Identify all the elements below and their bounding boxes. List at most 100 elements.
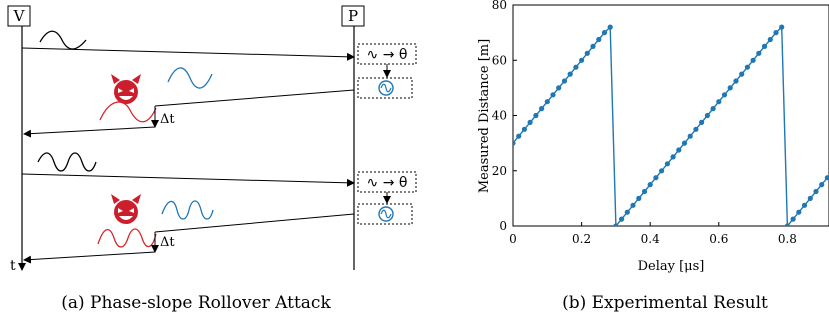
signal-generator-icon [378, 206, 394, 222]
x-tick-label: 0 [509, 232, 517, 246]
generator-box-1 [357, 77, 413, 99]
data-point [819, 182, 825, 188]
data-point [527, 119, 533, 125]
verifier-label: V [13, 7, 26, 25]
y-axis: 0 20 40 60 80 [492, 0, 517, 233]
x-tick-label: 0.8 [778, 232, 797, 246]
y-axis-label: Measured Distance [m] [477, 39, 492, 193]
data-point [590, 43, 596, 50]
forwarded-reply-arrow-2 [23, 251, 156, 264]
replay-wave-2 [161, 200, 214, 220]
data-point [539, 106, 545, 112]
distance-series [513, 24, 829, 226]
data-point [607, 24, 613, 30]
data-point [664, 161, 671, 167]
prover-label: P [348, 7, 358, 25]
data-point [796, 209, 802, 215]
y-tick-label: 0 [499, 219, 507, 233]
data-point [704, 112, 711, 119]
attack-diagram: V t P ∿ → θ Δt [7, 5, 417, 313]
prover-box [341, 5, 365, 27]
data-point [687, 133, 693, 139]
y-tick-label: 80 [492, 0, 507, 12]
attack-wave-2 [97, 228, 157, 248]
data-point [630, 202, 636, 208]
verifier-box [7, 5, 31, 27]
challenge-wave-2 [37, 152, 97, 172]
right-caption: (b) Experimental Result [562, 293, 768, 313]
x-tick-label: 0.6 [709, 232, 728, 246]
x-tick-label: 0.2 [572, 232, 591, 246]
data-point [756, 50, 762, 56]
generator-box-2 [357, 203, 413, 225]
time-axis-label: t [10, 258, 16, 274]
data-point [721, 92, 728, 98]
phase-measure-box-2 [357, 171, 417, 193]
phase-measure-label-2: ∿ → θ [367, 175, 408, 191]
delta-t-label-1: Δt [160, 112, 175, 127]
data-point [653, 175, 659, 181]
data-point [790, 216, 796, 222]
data-point [624, 209, 630, 215]
data-point [641, 188, 648, 195]
data-point [739, 71, 745, 77]
data-point [716, 99, 722, 105]
reply-arrow-2 [154, 213, 355, 233]
data-point [801, 202, 808, 208]
data-point [710, 106, 716, 112]
challenge-arrow-1 [21, 47, 355, 61]
attack-wave-1 [99, 101, 157, 123]
y-tick-label: 60 [492, 53, 507, 67]
data-point [613, 223, 619, 226]
replay-wave-1 [167, 67, 213, 89]
x-axis: 0 0.2 0.4 0.6 0.8 [509, 222, 797, 246]
reply-arrow-1 [154, 89, 355, 107]
x-tick-label: 0.4 [641, 232, 660, 246]
data-point [824, 175, 829, 181]
data-point [750, 57, 756, 63]
data-point [807, 195, 813, 201]
series-line [513, 25, 829, 226]
delta-t-label-2: Δt [160, 235, 175, 250]
data-point [659, 168, 665, 174]
data-point [773, 29, 779, 36]
data-point [813, 188, 819, 195]
phase-measure-box-1 [357, 43, 417, 65]
data-point [516, 133, 522, 139]
data-point [733, 78, 739, 84]
devil-icon [111, 74, 141, 104]
devil-icon [111, 194, 141, 224]
data-point [784, 223, 790, 226]
data-point [556, 85, 562, 91]
data-point [521, 126, 528, 132]
data-point [699, 119, 705, 125]
data-point [550, 92, 556, 98]
data-point [533, 112, 539, 119]
experimental-chart: 0 20 40 60 80 0 0.2 0.4 0.6 0.8 Measured Distanc… [477, 0, 829, 313]
signal-generator-icon [378, 80, 394, 96]
data-point [779, 24, 785, 30]
data-point [544, 99, 550, 105]
data-point [681, 140, 688, 146]
data-point [584, 50, 590, 56]
data-point [619, 216, 625, 222]
data-point [513, 140, 516, 146]
challenge-wave-1 [39, 30, 87, 50]
data-point [761, 43, 768, 50]
data-point [573, 64, 579, 70]
data-point [727, 85, 733, 91]
data-point [561, 78, 568, 84]
data-point [676, 147, 682, 153]
data-point [767, 36, 773, 43]
data-point [647, 182, 653, 188]
data-point [693, 126, 699, 132]
data-point [744, 64, 751, 70]
data-point [601, 29, 608, 36]
phase-measure-label-1: ∿ → θ [367, 47, 408, 63]
left-caption: (a) Phase-slope Rollover Attack [61, 293, 331, 313]
forwarded-reply-arrow-1 [23, 126, 156, 138]
data-point [596, 36, 602, 43]
y-tick-label: 40 [492, 109, 507, 123]
y-tick-label: 20 [492, 164, 507, 178]
